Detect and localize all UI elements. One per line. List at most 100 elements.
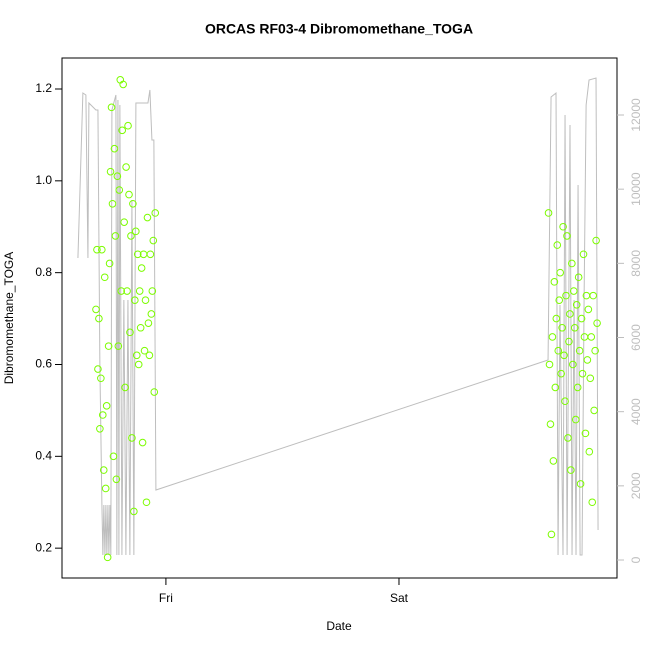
point <box>146 250 155 259</box>
point <box>550 278 559 286</box>
point <box>143 213 152 222</box>
point <box>546 420 555 428</box>
point <box>151 209 160 217</box>
point <box>108 199 117 208</box>
point <box>135 287 144 295</box>
point <box>563 232 571 240</box>
point <box>557 369 565 378</box>
point <box>120 218 128 226</box>
point <box>581 429 590 438</box>
point <box>142 498 151 507</box>
point <box>122 163 130 171</box>
point <box>566 310 574 318</box>
point <box>561 397 569 406</box>
point <box>115 186 124 194</box>
point <box>569 287 578 295</box>
point <box>119 80 127 89</box>
point <box>137 264 146 272</box>
point <box>111 232 120 240</box>
y-tick-label: 0.4 <box>35 448 52 462</box>
point <box>125 190 133 199</box>
y-tick-label: 0.8 <box>35 265 52 279</box>
point <box>148 287 157 295</box>
point <box>547 530 556 539</box>
point <box>556 268 564 277</box>
point <box>103 553 112 562</box>
point <box>93 245 101 254</box>
y-tick-label: 1.2 <box>35 81 52 95</box>
point <box>574 273 583 282</box>
point <box>98 411 107 419</box>
point <box>141 296 150 305</box>
point <box>560 351 568 360</box>
plot-frame <box>61 57 618 579</box>
point <box>586 374 595 383</box>
point <box>590 406 598 415</box>
point <box>564 434 572 442</box>
point <box>147 310 156 318</box>
point <box>101 484 110 493</box>
y2-tick-label: 8000 <box>629 250 643 277</box>
point <box>588 498 597 507</box>
point <box>100 273 109 282</box>
point <box>105 259 114 268</box>
y-axis-label: Dibromomethane_TOGA <box>2 252 16 385</box>
point <box>575 346 584 355</box>
point <box>573 383 582 392</box>
point <box>559 222 567 231</box>
point <box>104 342 113 350</box>
point <box>552 314 561 323</box>
x-tick-label: Sat <box>390 591 409 605</box>
point <box>585 447 594 456</box>
point <box>589 291 598 300</box>
y2-tick-label: 6000 <box>629 324 643 351</box>
point <box>110 144 119 153</box>
point <box>569 360 577 369</box>
point <box>583 356 592 364</box>
point <box>92 305 100 314</box>
point <box>578 369 587 378</box>
point <box>577 314 586 323</box>
point <box>554 346 563 355</box>
point <box>95 314 103 323</box>
point <box>130 507 138 516</box>
point <box>114 342 123 350</box>
chart-title: ORCAS RF03-4 Dibromomethane_TOGA <box>205 21 473 37</box>
point <box>109 452 118 461</box>
point <box>558 323 566 332</box>
y2-tick-label: 0 <box>629 556 643 563</box>
point <box>548 333 557 341</box>
point <box>576 480 585 488</box>
point <box>545 360 554 369</box>
point <box>571 415 580 424</box>
point <box>96 424 104 433</box>
point <box>129 199 137 208</box>
point <box>150 388 159 396</box>
point <box>572 300 581 309</box>
y2-tick-label: 12000 <box>629 98 643 132</box>
point <box>567 466 575 474</box>
point <box>94 365 102 373</box>
point <box>112 475 121 484</box>
point <box>551 383 560 392</box>
point <box>553 241 562 249</box>
point <box>562 291 570 300</box>
point <box>131 296 139 305</box>
point <box>113 172 122 181</box>
point <box>584 305 593 314</box>
point <box>132 351 141 360</box>
x-tick-label: Fri <box>159 591 173 605</box>
point <box>136 323 145 332</box>
point <box>565 337 573 346</box>
point <box>555 296 564 305</box>
x-axis-label: Date <box>326 619 352 633</box>
point <box>138 438 147 447</box>
y-tick-label: 1.0 <box>35 173 52 187</box>
point <box>579 250 588 259</box>
point <box>121 383 129 392</box>
point <box>587 333 596 341</box>
point <box>570 323 579 332</box>
point <box>144 319 153 327</box>
